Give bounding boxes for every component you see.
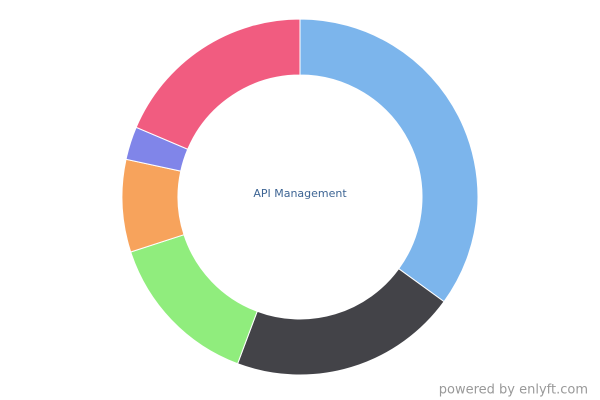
credits: powered by enlyft.com bbox=[439, 383, 588, 398]
slice bbox=[121, 158, 185, 253]
slice bbox=[130, 234, 258, 365]
donut bbox=[121, 18, 479, 376]
center-label: API Management bbox=[253, 187, 347, 200]
slice bbox=[236, 268, 445, 376]
slice bbox=[299, 18, 479, 303]
slice bbox=[135, 18, 301, 150]
